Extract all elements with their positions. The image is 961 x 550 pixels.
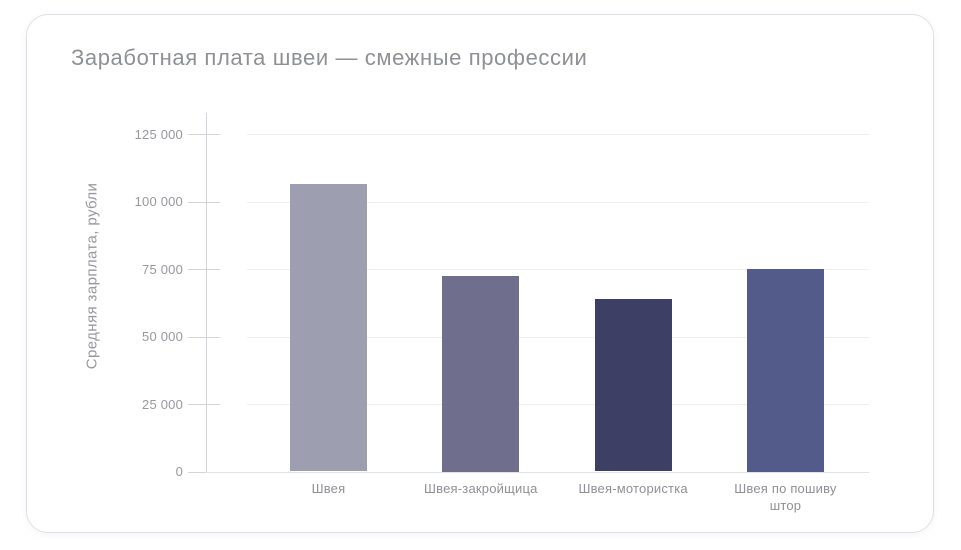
x-axis-label-4: Швея по пошиву штор <box>734 481 837 513</box>
bar-2 <box>442 275 520 472</box>
y-tick-label-2: 50 000 <box>142 329 183 344</box>
bar-3 <box>594 298 672 472</box>
y-tick-4 <box>188 201 220 203</box>
y-axis-line <box>206 113 207 472</box>
chart-title: Заработная плата швеи — смежные професси… <box>71 45 588 70</box>
y-tick-2 <box>188 336 220 338</box>
bar-4 <box>746 269 824 472</box>
y-tick-1 <box>188 404 220 405</box>
y-tick-label-1: 25 000 <box>142 396 183 412</box>
y-tick-label-0: 0 <box>175 464 183 479</box>
y-tick-3 <box>188 269 220 270</box>
x-axis-label-1: Швея <box>311 481 346 496</box>
x-axis-label-2: Швея-закройщица <box>424 481 538 496</box>
gridline-50000 <box>247 336 869 338</box>
y-tick-label-4: 100 000 <box>134 194 183 209</box>
y-tick-label-5: 125 000 <box>134 126 183 142</box>
x-axis-line <box>206 471 869 473</box>
y-tick-0 <box>188 471 220 473</box>
gridline-75000 <box>247 269 869 270</box>
bar-1 <box>289 183 367 472</box>
y-tick-5 <box>188 134 220 135</box>
gridline-100000 <box>247 201 869 203</box>
y-tick-label-3: 75 000 <box>142 261 183 277</box>
x-axis-label-3: Швея-мотористка <box>578 481 688 496</box>
gridline-25000 <box>247 404 869 405</box>
gridline-125000 <box>247 134 869 135</box>
